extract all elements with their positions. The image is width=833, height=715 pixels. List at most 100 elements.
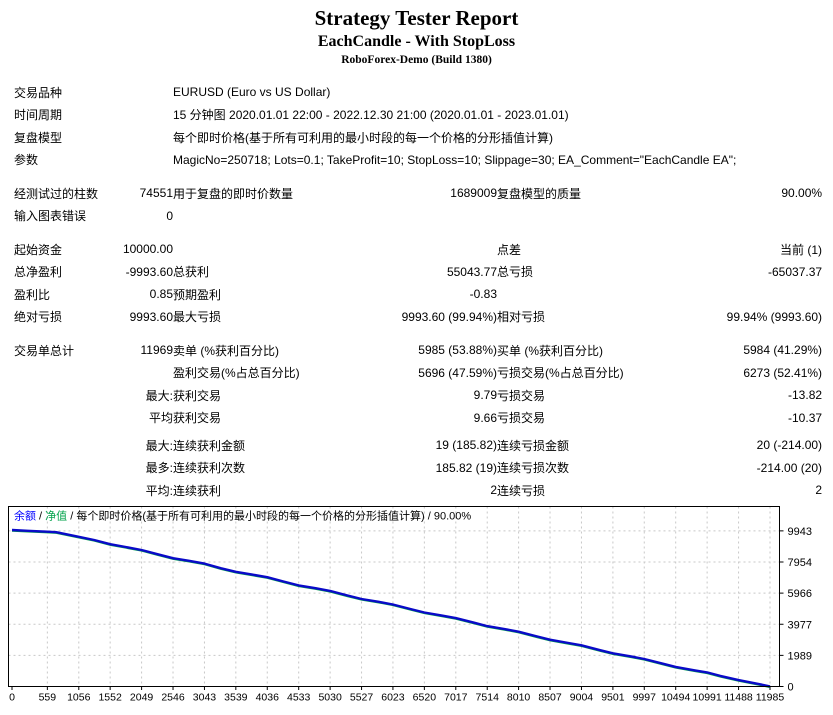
stat-label: 交易单总计 [14,343,75,358]
stat-value: 99.94% (9993.60) [726,309,823,324]
stat-value: 10000.00 [122,242,173,257]
x-axis-label: 10494 [661,691,690,703]
stat-label [14,407,113,430]
y-axis-label: 5966 [788,588,812,600]
stat-label: 最大亏损 [173,310,222,325]
stat-row: 起始资金 10000.00 点差 当前 (1) [14,238,822,261]
stat-value [637,283,822,306]
stat-value: 最大: [145,388,173,403]
stat-label [14,384,113,407]
stat-label: 总获利 [173,265,210,280]
x-axis-label: 0 [9,691,15,703]
stat-label: 绝对亏损 [14,310,63,325]
equity-line [11,529,771,688]
x-axis-label: 9501 [601,691,625,703]
y-axis-label: 1989 [788,650,812,662]
stat-label [14,457,113,480]
stat-value: 当前 (1) [780,242,823,257]
stat-row: 盈利交易(%占总百分比) 5696 (47.59%) 亏损交易(%占总百分比) 627… [14,362,822,385]
info-value: 15 分钟图 2020.01.01 22:00 - 2022.12.30 21:… [173,108,569,123]
stat-label: 输入图表错误 [14,209,87,224]
stat-value [333,205,497,228]
stat-label: 连续获利 [173,483,222,498]
x-axis-label: 5030 [318,691,342,703]
x-axis-label: 11985 [756,691,785,703]
info-value: MagicNo=250718; Lots=0.1; TakeProfit=10;… [173,152,737,167]
section-gap [14,227,822,238]
x-axis-label: 7514 [476,691,500,703]
stat-value: 6273 (52.41%) [743,365,823,380]
stat-row: 最多: 连续获利次数 185.82 (19) 连续亏损次数 -214.00 (20) [14,457,822,480]
stat-value: 5984 (41.29%) [743,343,823,358]
empty-cell [113,104,173,127]
stat-value: 90.00% [781,186,823,201]
stat-label: 盈利比 [14,287,51,302]
report-subtitle: EachCandle - With StopLoss [317,33,516,50]
x-axis-label: 10991 [693,691,722,703]
stat-label: 经测试过的柱数 [14,186,99,201]
stat-label: 亏损交易(%占总百分比) [497,366,624,381]
y-axis-label: 3977 [788,619,812,631]
empty-cell [113,126,173,149]
stat-label: 获利交易 [173,388,222,403]
stat-label: 复盘模型的质量 [497,186,582,201]
stat-value: 74551 [139,186,173,201]
stat-value: -10.37 [788,410,823,425]
stat-value: 2 [490,483,497,498]
x-axis-label: 8507 [538,691,562,703]
x-axis-label: 1552 [98,691,122,703]
stat-label: 卖单 (%获利百分比) [173,343,279,358]
stat-value [333,238,497,261]
stat-value: -13.82 [788,388,823,403]
stat-label [173,238,333,261]
stat-value: 平均 [148,411,173,426]
info-label: 参数 [14,153,39,168]
stat-value: 55043.77 [446,264,497,279]
stat-value: 2 [815,483,823,498]
stat-row: 平均: 连续获利 2 连续亏损 2 [14,479,822,502]
page-title: Strategy Tester Report [314,6,519,30]
stat-value: 9.79 [473,388,497,403]
x-axis-label: 8010 [507,691,531,703]
stat-label: 亏损交易 [497,388,546,403]
stat-row: 平均 获利交易 9.66 亏损交易 -10.37 [14,407,822,430]
x-axis-label: 2049 [130,691,154,703]
balance-line [11,528,771,688]
stat-row: 交易单总计 11969 卖单 (%获利百分比) 5985 (53.88%) 买单 (%获… [14,339,822,362]
info-row: 交易品种 EURUSD (Euro vs US Dollar) [14,81,822,104]
y-axis-label: 0 [788,681,794,693]
chart-legend-part: / [36,510,45,522]
stat-value: 1689009 [450,186,497,201]
info-label: 交易品种 [14,85,63,100]
x-axis-label: 7017 [444,691,468,703]
stat-value: 20 (-214.00) [756,438,823,453]
stat-value: 0 [166,208,173,223]
stat-value [113,362,173,385]
stat-label: 总净盈利 [14,265,63,280]
stat-label: 盈利交易(%占总百分比) [173,366,300,381]
x-axis-label: 9004 [570,691,594,703]
info-row: 复盘模型 每个即时价格(基于所有可利用的最小时段的每一个价格的分形插值计算) [14,126,822,149]
stat-value: -9993.60 [125,264,173,279]
stat-value: 9993.60 [129,309,173,324]
stat-value: 5696 (47.59%) [418,365,497,380]
stat-label: 获利交易 [173,411,222,426]
stat-row: 最大: 获利交易 9.79 亏损交易 -13.82 [14,384,822,407]
section-gap [14,171,822,182]
stat-label: 连续亏损次数 [497,461,570,476]
stat-label [497,283,637,306]
stat-row: 输入图表错误 0 [14,205,822,228]
stat-row: 盈利比 0.85 预期盈利 -0.83 [14,283,822,306]
stat-label: 连续亏损 [497,483,546,498]
stat-value: 最大: [145,438,173,453]
chart-legend-part: 余额 [14,508,36,522]
x-axis-label: 3539 [224,691,248,703]
info-value: 每个即时价格(基于所有可利用的最小时段的每一个价格的分形插值计算) [173,130,553,145]
x-axis-label: 4036 [256,691,280,703]
info-row: 参数 MagicNo=250718; Lots=0.1; TakeProfit=1… [14,149,822,172]
stat-value: -214.00 (20) [756,460,823,475]
stat-label [14,362,113,385]
server-build: RoboForex-Demo (Build 1380) [341,54,492,66]
stat-label: 用于复盘的即时价数量 [173,186,294,201]
section-gap [14,328,822,339]
